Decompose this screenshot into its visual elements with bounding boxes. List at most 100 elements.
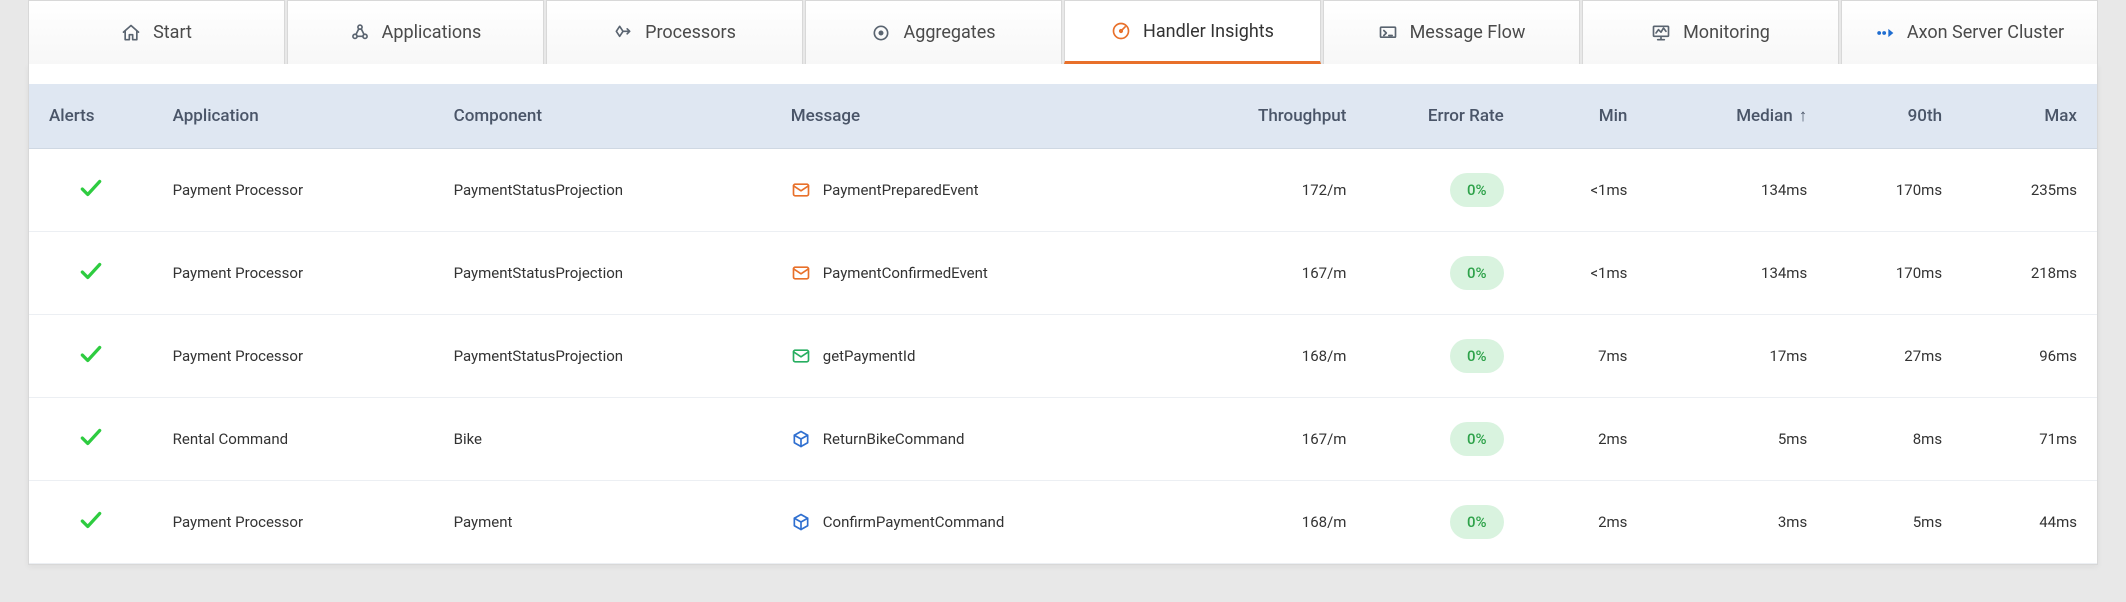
target-icon [871,23,891,43]
apps-icon [350,23,370,43]
column-header-message[interactable]: Message [771,84,1198,149]
cell-max: 71ms [1962,398,2097,481]
tab-label: Message Flow [1410,22,1526,43]
cell-error-rate: 0% [1366,315,1523,398]
error-rate-pill: 0% [1450,339,1504,373]
flow-icon [1378,23,1398,43]
cell-90th: 170ms [1827,149,1962,232]
cell-application: Payment Processor [153,481,434,564]
cell-application: Rental Command [153,398,434,481]
home-icon [121,23,141,43]
tab-label: Processors [645,22,736,43]
table-row[interactable]: Payment Processor PaymentStatusProjectio… [29,232,2097,315]
cell-median: 17ms [1647,315,1827,398]
tab-label: Axon Server Cluster [1907,22,2064,43]
column-header-throughput[interactable]: Throughput [1198,84,1367,149]
tab-handler-insights[interactable]: Handler Insights [1064,0,1321,64]
tab-processors[interactable]: Processors [546,0,803,64]
cell-min: <1ms [1524,232,1648,315]
cell-median: 5ms [1647,398,1827,481]
tab-applications[interactable]: Applications [287,0,544,64]
message-name: ConfirmPaymentCommand [823,513,1005,531]
column-header-90th[interactable]: 90th [1827,84,1962,149]
cell-alert [29,315,153,398]
column-header-median-label: Median [1736,106,1793,126]
column-header-component[interactable]: Component [434,84,771,149]
cluster-icon [1875,23,1895,43]
tab-bar: Start Applications Processors Aggregates Han… [28,0,2098,64]
cell-message: getPaymentId [771,315,1198,398]
content-card: Alerts Application Component Message Thr… [28,64,2098,565]
table-row[interactable]: Payment Processor Payment ConfirmPayment… [29,481,2097,564]
cell-throughput: 172/m [1198,149,1367,232]
message-name: getPaymentId [823,347,916,365]
column-header-error-rate[interactable]: Error Rate [1366,84,1523,149]
cell-90th: 27ms [1827,315,1962,398]
cell-max: 235ms [1962,149,2097,232]
check-icon [78,187,104,205]
error-rate-pill: 0% [1450,505,1504,539]
check-icon [78,270,104,288]
cell-component: PaymentStatusProjection [434,149,771,232]
tab-label: Start [153,22,192,43]
cell-min: 7ms [1524,315,1648,398]
handler-insights-table: Alerts Application Component Message Thr… [29,84,2097,564]
column-header-median[interactable]: Median ↑ [1647,84,1827,149]
message-name: PaymentPreparedEvent [823,181,979,199]
tab-message-flow[interactable]: Message Flow [1323,0,1580,64]
error-rate-pill: 0% [1450,422,1504,456]
table-row[interactable]: Payment Processor PaymentStatusProjectio… [29,149,2097,232]
tab-label: Aggregates [903,22,995,43]
cell-min: <1ms [1524,149,1648,232]
cell-error-rate: 0% [1366,149,1523,232]
cell-component: PaymentStatusProjection [434,232,771,315]
cell-throughput: 168/m [1198,315,1367,398]
cell-median: 3ms [1647,481,1827,564]
table-row[interactable]: Rental Command Bike ReturnBikeCommand 16… [29,398,2097,481]
cell-message: PaymentPreparedEvent [771,149,1198,232]
cell-application: Payment Processor [153,232,434,315]
tab-aggregates[interactable]: Aggregates [805,0,1062,64]
cell-90th: 5ms [1827,481,1962,564]
cell-max: 44ms [1962,481,2097,564]
cell-min: 2ms [1524,481,1648,564]
column-header-alerts[interactable]: Alerts [29,84,153,149]
column-header-min[interactable]: Min [1524,84,1648,149]
cell-90th: 170ms [1827,232,1962,315]
cell-error-rate: 0% [1366,232,1523,315]
sort-arrow-icon: ↑ [1799,106,1808,126]
cell-application: Payment Processor [153,315,434,398]
cell-application: Payment Processor [153,149,434,232]
cell-median: 134ms [1647,232,1827,315]
tab-label: Handler Insights [1143,21,1274,42]
envelope-icon [791,180,811,200]
table-row[interactable]: Payment Processor PaymentStatusProjectio… [29,315,2097,398]
check-icon [78,436,104,454]
tab-label: Monitoring [1683,22,1770,43]
tab-label: Applications [382,22,482,43]
cell-message: ReturnBikeCommand [771,398,1198,481]
cell-alert [29,232,153,315]
processors-icon [613,23,633,43]
cell-max: 96ms [1962,315,2097,398]
cell-throughput: 168/m [1198,481,1367,564]
monitor-icon [1651,23,1671,43]
box-icon [791,512,811,532]
box-icon [791,429,811,449]
cell-median: 134ms [1647,149,1827,232]
tab-axon-server-cluster[interactable]: Axon Server Cluster [1841,0,2098,64]
envelope-icon [791,346,811,366]
tab-start[interactable]: Start [28,0,285,64]
column-header-max[interactable]: Max [1962,84,2097,149]
cell-throughput: 167/m [1198,398,1367,481]
cell-error-rate: 0% [1366,398,1523,481]
cell-component: PaymentStatusProjection [434,315,771,398]
cell-90th: 8ms [1827,398,1962,481]
gauge-icon [1111,21,1131,41]
tab-monitoring[interactable]: Monitoring [1582,0,1839,64]
column-header-application[interactable]: Application [153,84,434,149]
error-rate-pill: 0% [1450,256,1504,290]
cell-min: 2ms [1524,398,1648,481]
cell-alert [29,149,153,232]
envelope-icon [791,263,811,283]
